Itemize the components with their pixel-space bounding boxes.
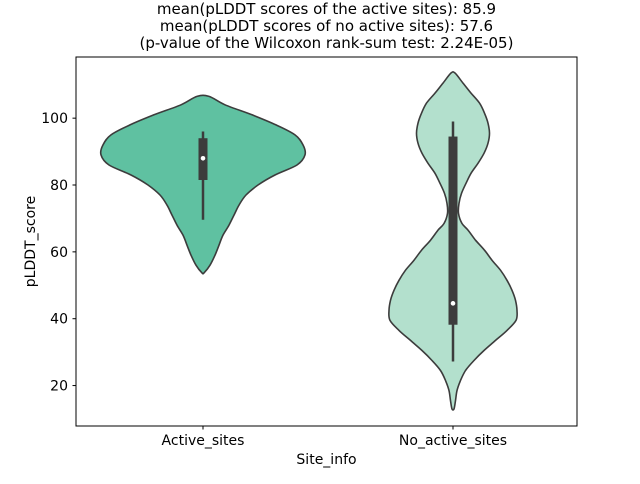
chart-title-line-2: mean(pLDDT scores of no active sites): 5…	[160, 17, 493, 35]
median-dot-no_active_sites	[450, 301, 456, 306]
y-tick-label: 40	[50, 312, 68, 328]
y-tick-label: 20	[50, 379, 68, 395]
chart-title-line-3: (p-value of the Wilcoxon rank-sum test: …	[140, 34, 514, 52]
y-tick-label: 80	[50, 178, 68, 194]
median-dot-active_sites	[200, 155, 206, 161]
y-tick-label: 100	[41, 111, 68, 127]
plot-area-frame	[75, 56, 578, 427]
plot-content: 20 40 60 80 100 Active_sites No_active_sites	[41, 71, 518, 449]
chart-title-line-1: mean(pLDDT scores of the active sites): …	[157, 0, 496, 18]
x-axis-label: Site_info	[296, 452, 356, 468]
x-tick-label-active_sites: Active_sites	[162, 433, 245, 449]
y-tick-label: 60	[50, 245, 68, 261]
iqr-box-no_active_sites	[448, 136, 458, 325]
x-tick-label-no_active_sites: No_active_sites	[399, 433, 507, 449]
y-axis-label: pLDDT_score	[23, 196, 39, 287]
